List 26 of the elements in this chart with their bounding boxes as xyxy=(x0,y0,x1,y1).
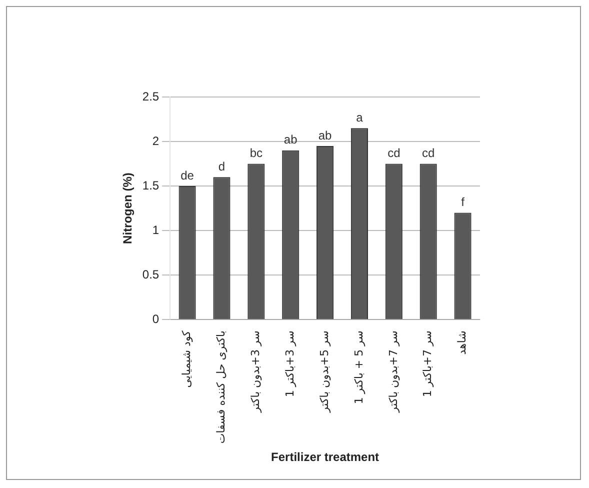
x-tick-label: باکتری حل کننده فسفات xyxy=(214,330,228,444)
x-tick-label: سر 5+بدون باکتر xyxy=(318,330,331,414)
annotation: a xyxy=(356,110,364,124)
x-tick-label: سر 5 + باکتر 1 xyxy=(352,330,366,404)
x-tick-label: کود شیمیایی xyxy=(180,330,194,388)
annotation: cd xyxy=(422,146,435,160)
x-tick-label: سر 3+بدون باکتر xyxy=(249,330,262,414)
x-tick-label: شاهد xyxy=(456,330,469,355)
y-tick-label: 2.5 xyxy=(142,89,160,104)
annotation: de xyxy=(180,168,194,182)
y-tick-label: 2 xyxy=(152,134,160,148)
x-tick-label: سر 7+بدون باکتر xyxy=(386,330,400,414)
annotation: cd xyxy=(388,146,400,160)
y-tick-label: 0.5 xyxy=(142,267,160,282)
y-axis-title: Nitrogen (%) xyxy=(120,172,135,244)
y-tick-label: 1.5 xyxy=(142,178,160,192)
annotation: bc xyxy=(250,146,263,160)
x-tick-label: سر 7+باکتر 1 xyxy=(421,330,434,398)
annotation: ab xyxy=(284,132,298,147)
annotation: ab xyxy=(318,128,332,142)
annotation: d xyxy=(218,159,226,174)
x-axis-title: Fertilizer treatment xyxy=(271,450,380,464)
x-tick-label: سر 3+باکتر 1 xyxy=(283,330,296,398)
annotation: f xyxy=(461,195,466,210)
y-tick-label: 1 xyxy=(152,222,160,237)
y-tick-label: 0 xyxy=(152,312,160,326)
